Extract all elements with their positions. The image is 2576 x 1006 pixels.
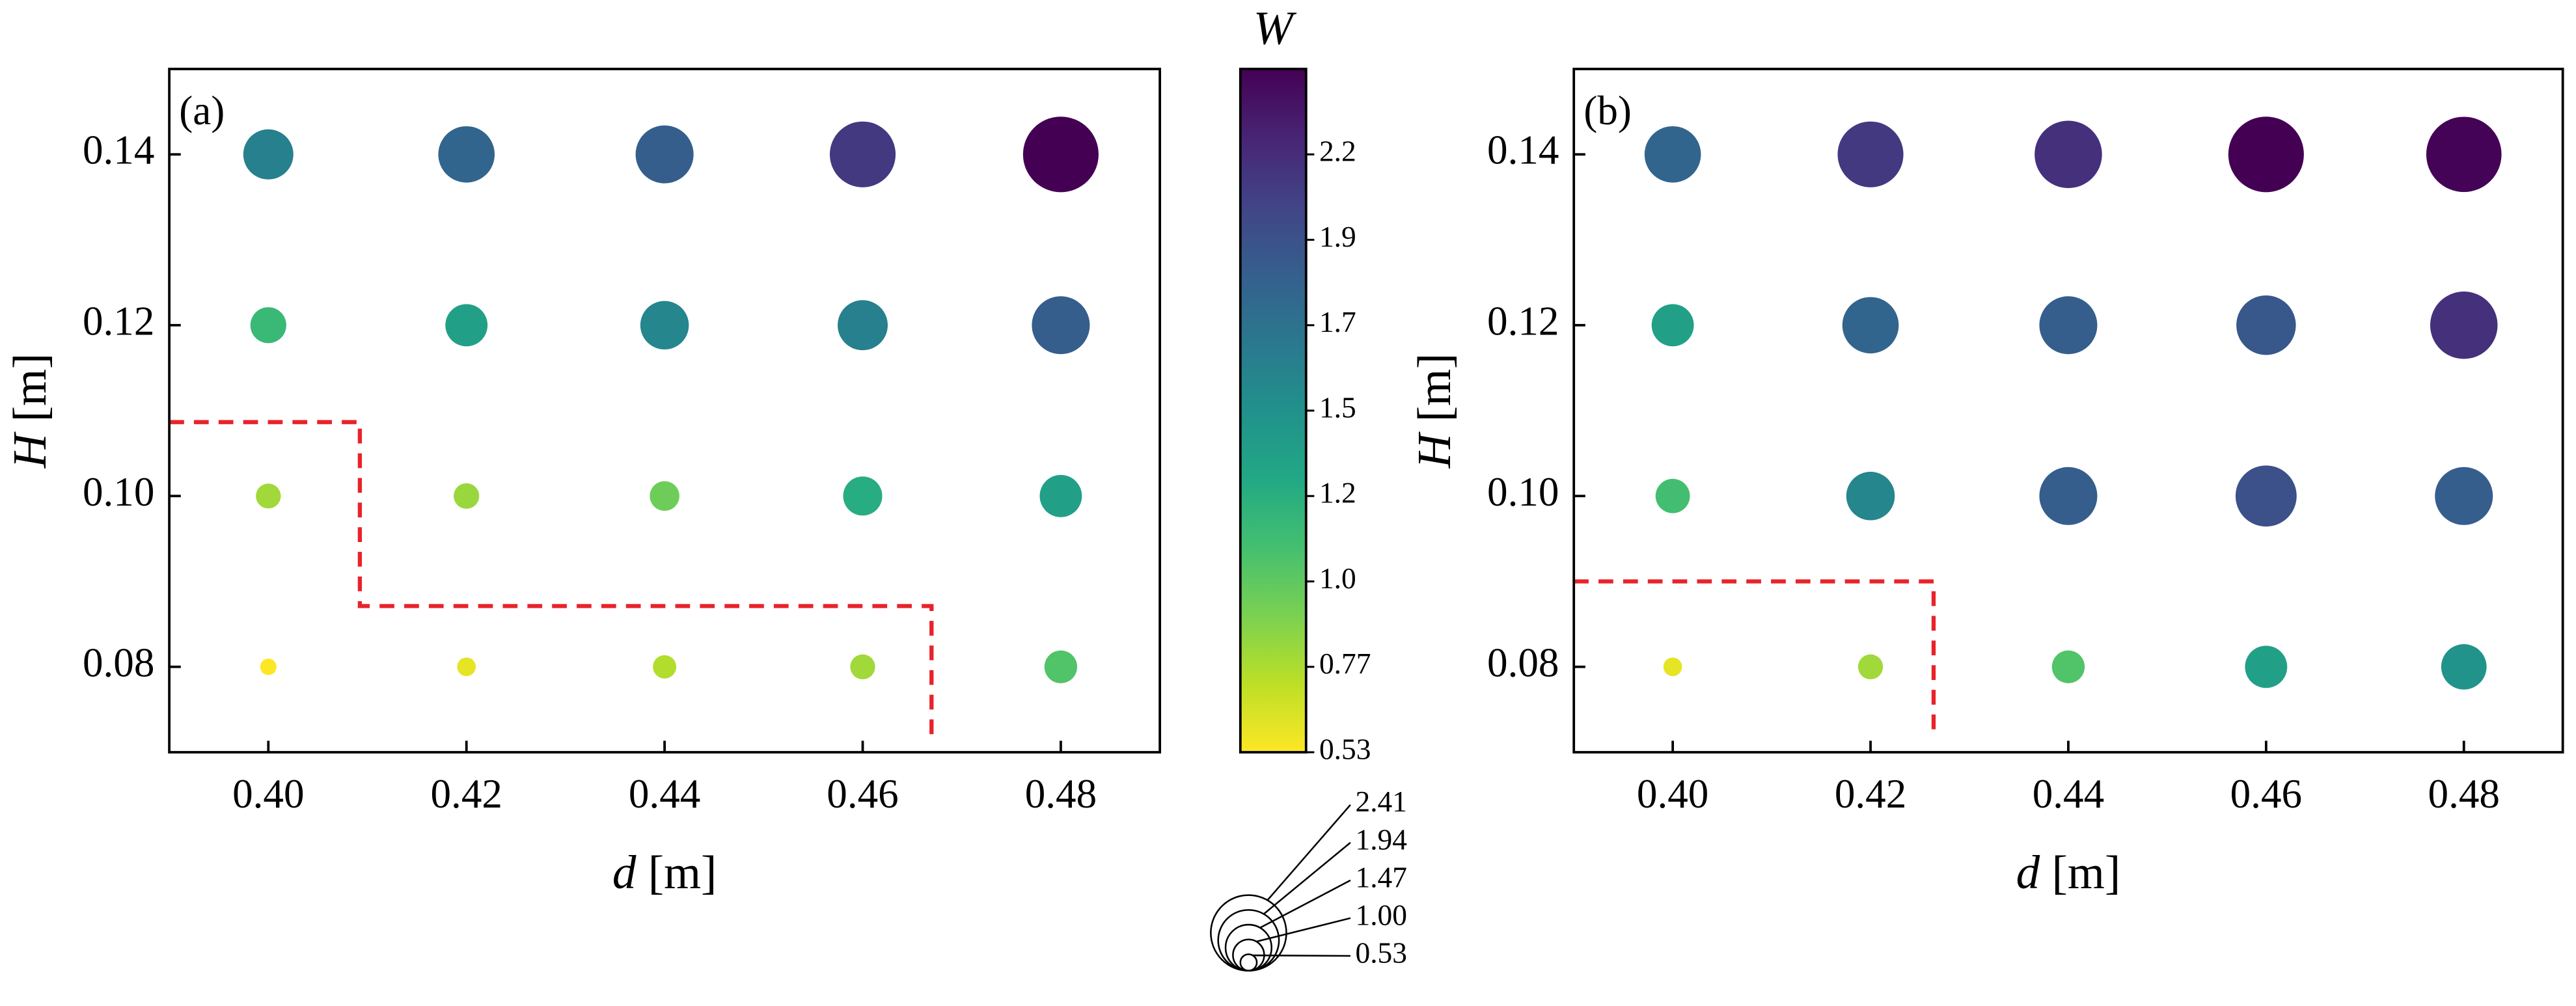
bubble [1044, 650, 1078, 683]
bubble [2228, 116, 2304, 193]
colorbar-tick-label: 1.0 [1319, 562, 1356, 595]
bubble [829, 121, 896, 187]
bubble [2426, 116, 2502, 193]
y-tick-label: 0.14 [83, 128, 154, 173]
bubble [2245, 646, 2288, 688]
bubble [1655, 478, 1690, 513]
size-legend-leader [1267, 804, 1351, 901]
bubble [2035, 120, 2102, 189]
y-axis-symbol: H [3, 431, 56, 469]
colorbar-tick-label: 1.7 [1319, 306, 1356, 338]
bubble [650, 481, 679, 511]
colorbar-tick-label: 1.9 [1319, 221, 1356, 253]
bubble [1032, 296, 1090, 355]
bubble [243, 129, 294, 180]
y-axis-label: H [m] [3, 353, 56, 469]
panel-label: (b) [1583, 88, 1632, 133]
size-legend-leader [1259, 879, 1351, 929]
x-tick-label: 0.40 [232, 771, 304, 817]
x-tick-label: 0.46 [827, 771, 898, 817]
bubble [1644, 126, 1701, 183]
size-legend-circle [1239, 953, 1258, 972]
bubble [445, 304, 488, 347]
y-axis-unit: [m] [1408, 353, 1460, 422]
bubble [2430, 291, 2498, 359]
y-axis-label: H [m] [1408, 353, 1460, 469]
y-tick-label: 0.08 [83, 640, 154, 685]
y-axis-unit: [m] [3, 353, 56, 422]
size-legend-circle [1210, 894, 1287, 972]
bubble [1846, 472, 1895, 521]
bubble [2236, 295, 2296, 355]
x-axis-symbol: d [612, 846, 637, 899]
size-legend-label: 0.53 [1355, 936, 1407, 969]
bubble [1651, 304, 1694, 347]
x-tick-label: 0.46 [2230, 771, 2302, 817]
bubble [640, 301, 689, 350]
colorbar [1239, 68, 1308, 754]
bubble [256, 483, 281, 509]
bubble [260, 659, 277, 675]
bubble [843, 476, 883, 516]
colorbar-tick-label: 2.2 [1319, 135, 1356, 168]
bubble [2435, 467, 2493, 525]
bubble [2051, 650, 2085, 683]
y-tick-label: 0.12 [1487, 298, 1559, 344]
bubble [1022, 116, 1099, 193]
x-axis-symbol: d [2016, 846, 2040, 899]
x-tick-label: 0.42 [430, 771, 502, 817]
colorbar-tick-label: 0.77 [1319, 647, 1371, 680]
size-legend-leader [1252, 954, 1350, 957]
size-legend-circle [1224, 923, 1273, 972]
bubble [2039, 296, 2098, 355]
x-tick-label: 0.44 [629, 771, 700, 817]
y-tick-label: 0.12 [83, 298, 154, 344]
bubble [1663, 657, 1682, 677]
colorbar-tick-label: 1.5 [1319, 391, 1356, 424]
x-tick-label: 0.42 [1835, 771, 1906, 817]
size-legend-label: 1.00 [1355, 899, 1407, 931]
boundary-line [169, 420, 934, 739]
y-tick-label: 0.10 [83, 469, 154, 515]
colorbar-tick-label: 1.2 [1319, 477, 1356, 510]
bubble [850, 654, 875, 679]
bubble [1837, 121, 1904, 187]
x-tick-label: 0.40 [1637, 771, 1708, 817]
bubble [635, 125, 694, 184]
bubble [653, 655, 677, 679]
y-tick-label: 0.08 [1487, 640, 1559, 685]
x-axis-unit: [m] [2052, 846, 2121, 899]
x-tick-label: 0.48 [2428, 771, 2500, 817]
size-legend-leader [1263, 841, 1351, 915]
bubble [1039, 474, 1082, 517]
colorbar-tick-label: 0.53 [1319, 733, 1371, 765]
y-tick-label: 0.10 [1487, 469, 1559, 515]
x-axis-label: d [m] [2016, 846, 2121, 899]
size-legend-label: 1.94 [1355, 823, 1407, 856]
y-axis-symbol: H [1408, 431, 1460, 469]
size-legend-label: 2.41 [1355, 785, 1407, 818]
bubble [454, 483, 480, 509]
bubble [250, 307, 286, 344]
size-legend-label: 1.47 [1355, 861, 1407, 893]
panel-label: (a) [179, 88, 225, 133]
bubble [438, 126, 495, 183]
bubble [2441, 644, 2487, 690]
x-tick-label: 0.44 [2033, 771, 2104, 817]
y-tick-label: 0.14 [1487, 128, 1559, 173]
bubble [1842, 297, 1899, 354]
bubble [838, 300, 888, 351]
boundary-line [1574, 579, 1936, 739]
x-axis-unit: [m] [648, 846, 717, 899]
x-axis-label: d [m] [612, 846, 717, 899]
bubble [2235, 465, 2297, 527]
bubble [1857, 654, 1884, 679]
x-tick-label: 0.48 [1025, 771, 1097, 817]
colorbar-title: W [1254, 1, 1297, 54]
bubble [457, 657, 476, 677]
bubble [2039, 467, 2098, 525]
size-legend-leader [1256, 917, 1351, 943]
